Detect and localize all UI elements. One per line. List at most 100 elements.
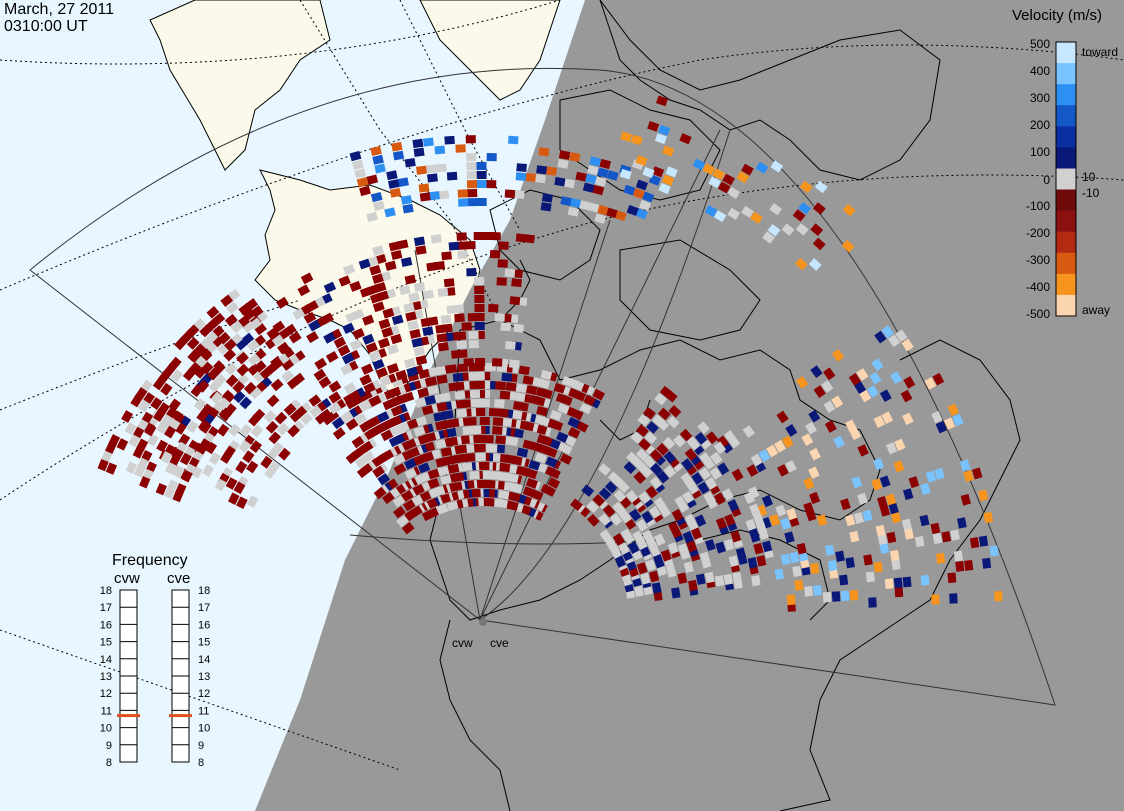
backscatter-cell [314, 357, 328, 370]
backscatter-cell [124, 422, 137, 436]
backscatter-cell [528, 459, 541, 471]
backscatter-cell [356, 177, 369, 188]
backscatter-cell [594, 176, 607, 187]
backscatter-cell [345, 418, 359, 431]
backscatter-cell [750, 453, 763, 467]
backscatter-cell [397, 239, 409, 250]
backscatter-cell [476, 161, 487, 171]
backscatter-cell [865, 571, 875, 583]
backscatter-cell [286, 376, 300, 390]
backscatter-cell [227, 492, 240, 505]
backscatter-cell [698, 467, 712, 480]
backscatter-cell [645, 485, 659, 499]
backscatter-cell [635, 519, 649, 532]
backscatter-cell [513, 190, 525, 199]
backscatter-cell [924, 377, 937, 390]
date-label: March, 27 2011 [4, 1, 114, 18]
backscatter-cell [904, 528, 914, 540]
backscatter-cell [518, 365, 530, 376]
backscatter-cell [457, 189, 468, 198]
backscatter-cell [331, 416, 345, 430]
backscatter-cell [809, 562, 820, 575]
backscatter-cell [614, 210, 627, 222]
backscatter-cell [488, 408, 500, 417]
backscatter-cell [404, 467, 418, 480]
backscatter-cell [889, 550, 900, 562]
backscatter-cell [374, 163, 386, 174]
backscatter-cell [823, 400, 836, 414]
backscatter-cell [427, 468, 440, 480]
backscatter-cell [139, 476, 151, 489]
frequency-tick-left: 11 [101, 705, 112, 717]
backscatter-cell [436, 402, 448, 412]
backscatter-cell [971, 467, 983, 480]
backscatter-cell [381, 327, 394, 338]
backscatter-cell [289, 409, 303, 423]
backscatter-cell [886, 531, 897, 544]
backscatter-cell [982, 557, 992, 569]
backscatter-cell [908, 476, 920, 489]
backscatter-cell [673, 434, 686, 448]
backscatter-cell [649, 449, 663, 462]
backscatter-cell [515, 383, 527, 393]
backscatter-cell [674, 495, 687, 509]
backscatter-cell [661, 174, 675, 186]
backscatter-cell [879, 389, 892, 403]
backscatter-cell [596, 204, 609, 216]
backscatter-cell [467, 188, 478, 198]
backscatter-cell [132, 446, 145, 459]
night-region [255, 0, 1124, 811]
backscatter-cell [509, 296, 521, 306]
backscatter-cell [216, 423, 230, 437]
backscatter-cell [228, 423, 241, 437]
backscatter-cell [658, 124, 671, 136]
backscatter-cell [632, 188, 645, 199]
backscatter-cell [809, 491, 821, 505]
backscatter-cell [808, 409, 821, 423]
backscatter-cell [207, 367, 220, 381]
backscatter-cell [671, 587, 681, 599]
frequency-tick-left: 10 [100, 723, 112, 735]
backscatter-cell [498, 489, 510, 500]
backscatter-cell [893, 460, 905, 473]
backscatter-cell [803, 502, 815, 515]
backscatter-cell [553, 382, 566, 394]
backscatter-cell [640, 572, 651, 585]
backscatter-cell [662, 436, 676, 450]
backscatter-cell [635, 208, 648, 220]
backscatter-cell [959, 459, 971, 472]
backscatter-cell [536, 165, 548, 175]
backscatter-cell [492, 417, 504, 426]
backscatter-cell [239, 396, 253, 410]
backscatter-cell [635, 448, 649, 462]
backscatter-cell [223, 348, 237, 362]
backscatter-cell [983, 511, 994, 524]
backscatter-cell [446, 500, 459, 512]
backscatter-cell [97, 458, 109, 472]
backscatter-cell [465, 241, 476, 250]
backscatter-cell [535, 387, 548, 398]
backscatter-cell [549, 409, 562, 421]
backscatter-cell [395, 369, 408, 381]
backscatter-cell [570, 498, 583, 511]
frequency-tick-left: 18 [100, 585, 112, 597]
backscatter-cell [688, 579, 698, 592]
backscatter-cell [404, 274, 417, 285]
backscatter-cell [633, 458, 646, 471]
backscatter-cell [626, 204, 639, 216]
backscatter-cell [540, 369, 553, 381]
backscatter-cell [868, 597, 877, 608]
backscatter-cell [420, 317, 432, 328]
frequency-markers [117, 714, 192, 718]
backscatter-cell [463, 358, 474, 367]
backscatter-cell [488, 471, 500, 480]
backscatter-cell [932, 372, 945, 386]
backscatter-cell [457, 250, 468, 259]
backscatter-cell [804, 585, 814, 597]
backscatter-cell [808, 466, 820, 479]
backscatter-cell [409, 328, 421, 339]
backscatter-cell [402, 203, 414, 214]
backscatter-cell [430, 234, 442, 244]
colorbar-frame [1055, 41, 1077, 317]
backscatter-cell [504, 268, 516, 278]
